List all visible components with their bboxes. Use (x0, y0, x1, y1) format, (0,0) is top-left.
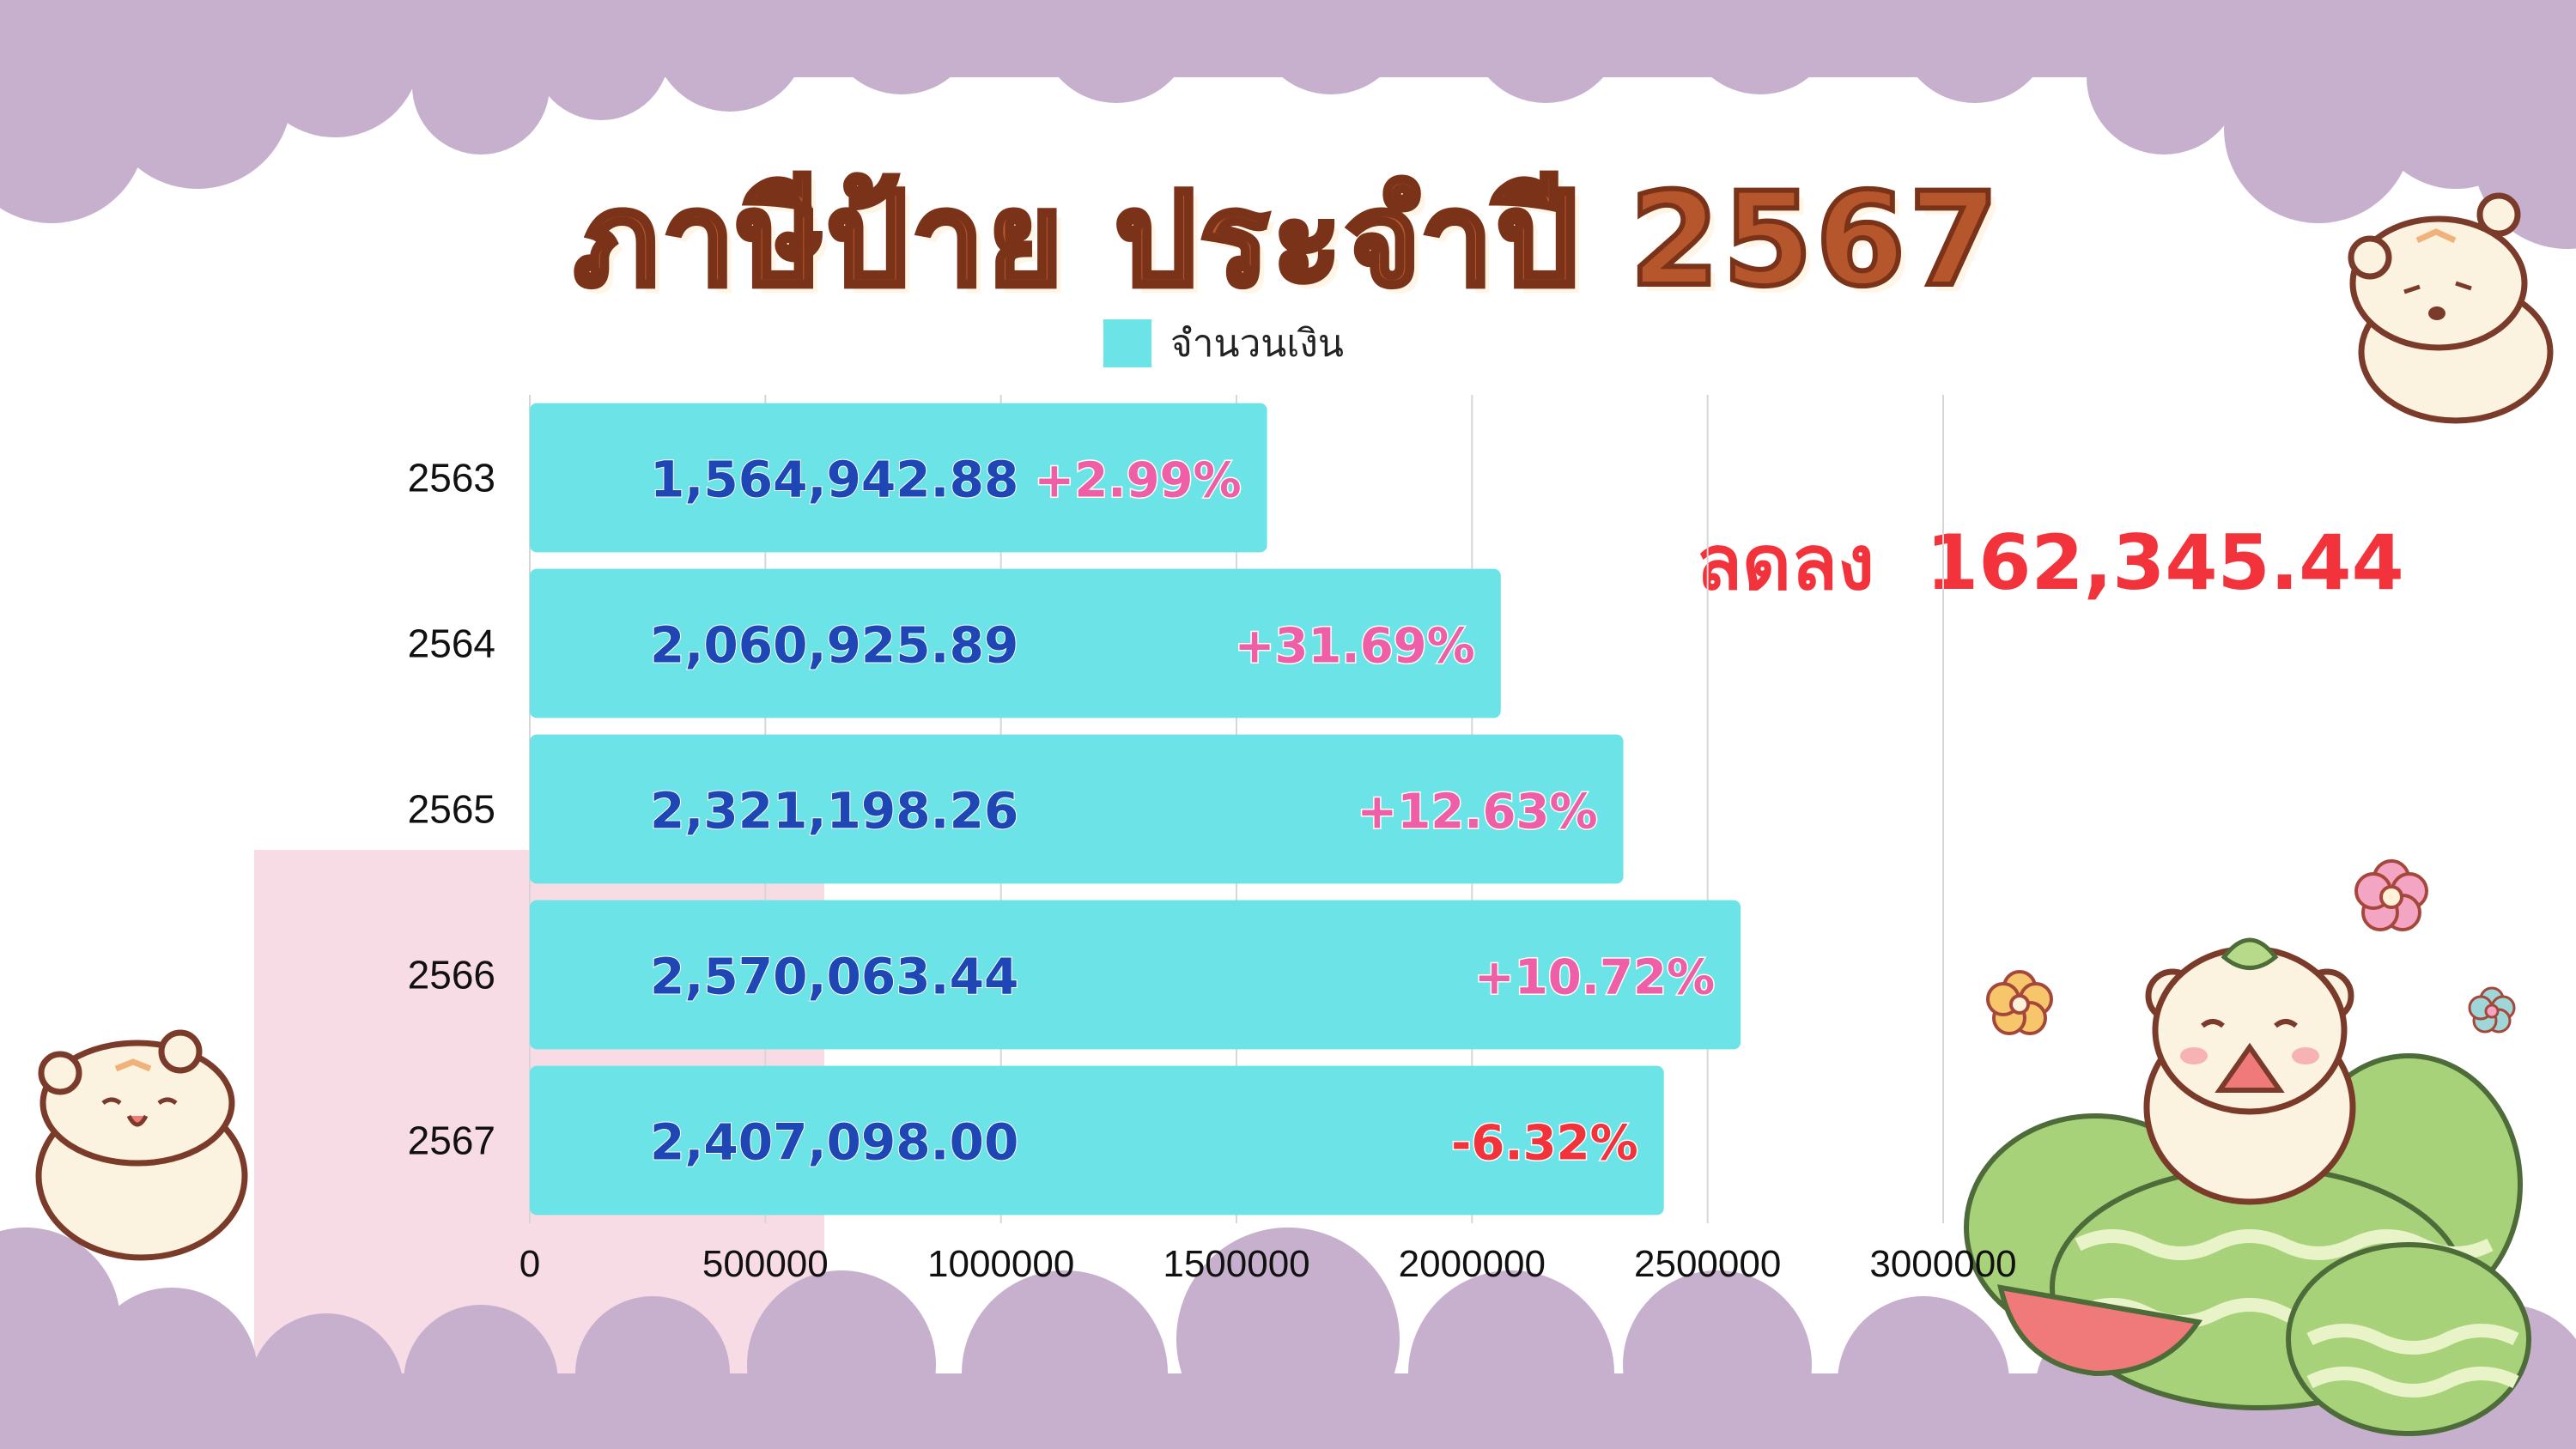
bar (530, 1065, 1664, 1216)
flower-icon (1986, 859, 2516, 1035)
y-tick-label: 2565 (408, 787, 495, 832)
change-label: +10.72% (1474, 950, 1715, 1006)
y-tick-label: 2566 (408, 953, 495, 997)
bar (530, 900, 1741, 1050)
legend-swatch (1103, 319, 1151, 367)
data-label: 2,321,198.26 (650, 782, 1018, 840)
top-cloud-icon (0, 0, 2576, 249)
legend-label: จำนวนเงิน (1170, 322, 1344, 366)
change-label: +31.69% (1235, 619, 1475, 675)
hamster-icon (35, 1029, 248, 1261)
y-tick-label: 2564 (408, 621, 495, 666)
change-label: +12.63% (1357, 785, 1597, 840)
summary-label: ลดลง (1696, 518, 1874, 607)
y-tick-label: 2563 (408, 456, 495, 500)
data-label: 1,564,942.88 (650, 451, 1018, 509)
chart-legend: จำนวนเงิน (1103, 319, 1344, 367)
hamster-icon (2143, 937, 2356, 1205)
change-label: +2.99% (1034, 453, 1241, 509)
x-tick-label: 1000000 (927, 1243, 1074, 1285)
chart-bars: 1,564,942.88 +2.99% 2,060,925.89 +31.69% 2,3… (530, 403, 1741, 1216)
y-axis-ticks: 2563 2564 2565 2566 2567 (408, 456, 495, 1163)
summary-text: ลดลง 162,345.44 (1696, 502, 2404, 622)
x-tick-label: 3000000 (1869, 1243, 2016, 1285)
x-tick-label: 500000 (702, 1243, 829, 1285)
x-tick-label: 0 (519, 1243, 540, 1285)
x-tick-label: 1500000 (1163, 1243, 1309, 1285)
bar (530, 403, 1267, 553)
data-label: 2,060,925.89 (650, 616, 1018, 675)
bar (530, 568, 1501, 718)
bar (530, 734, 1624, 884)
x-axis-ticks: 0 500000 1000000 1500000 2000000 2500000 30000… (519, 1243, 2017, 1285)
hamster-icon (2348, 192, 2554, 424)
x-tick-label: 2000000 (1399, 1243, 1546, 1285)
x-tick-label: 2500000 (1634, 1243, 1781, 1285)
y-tick-label: 2567 (408, 1119, 495, 1163)
change-label: -6.32% (1451, 1116, 1638, 1172)
summary-value: 162,345.44 (1925, 518, 2404, 607)
data-label: 2,407,098.00 (650, 1113, 1018, 1172)
page-title: ภาษีป้าย ประจำปี 2567 (572, 163, 2002, 318)
data-label: 2,570,063.44 (650, 948, 1018, 1006)
